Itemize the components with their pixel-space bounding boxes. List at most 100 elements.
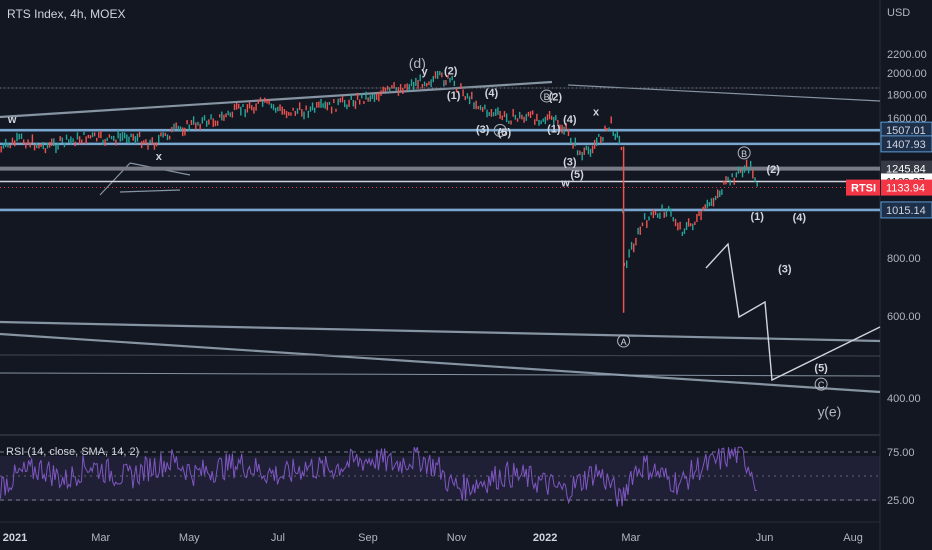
candle (305, 105, 307, 111)
candle (367, 97, 369, 102)
candle (689, 223, 692, 227)
candle (223, 114, 225, 121)
candle (162, 132, 164, 138)
candle (441, 72, 443, 78)
candle (536, 113, 538, 122)
candle (36, 142, 38, 149)
candle (244, 109, 246, 118)
candle (408, 84, 411, 92)
candle (208, 119, 210, 125)
candle (657, 213, 659, 218)
candle (0, 146, 2, 153)
candle (402, 87, 404, 95)
candle (279, 104, 281, 112)
candle (354, 100, 357, 109)
candle (557, 119, 559, 124)
candle (661, 204, 663, 211)
candle (477, 106, 480, 110)
candle (432, 75, 434, 83)
candle (683, 228, 686, 234)
candle (221, 111, 223, 121)
x-tick-label: May (179, 532, 200, 544)
candle (598, 133, 600, 137)
trendline (119, 189, 181, 193)
wave-label: A (497, 126, 503, 136)
candle (458, 91, 460, 95)
candle (121, 132, 124, 141)
candle (712, 197, 715, 207)
candle (251, 105, 253, 111)
wave-label: (3) (476, 124, 490, 136)
candle (620, 146, 623, 151)
candle (197, 121, 199, 126)
candle (399, 84, 402, 91)
candle (519, 111, 521, 119)
candle (572, 143, 574, 149)
rsi-tick-label: 25.00 (887, 495, 915, 507)
candle (231, 111, 234, 118)
candle (412, 81, 415, 91)
candle (102, 139, 104, 145)
candle (55, 144, 57, 154)
candle (182, 127, 184, 137)
candle (301, 109, 303, 117)
candle (466, 93, 469, 99)
rsi-title: RSI (14, close, SMA, 14, 2) (6, 446, 139, 458)
candle (404, 84, 406, 88)
candle (714, 195, 717, 201)
candle (451, 75, 453, 81)
x-tick-label: 2021 (3, 532, 27, 544)
candle (492, 112, 495, 117)
candle (339, 97, 342, 103)
candle (538, 119, 540, 126)
candle (614, 133, 616, 140)
candle (371, 94, 374, 99)
candle (423, 81, 426, 87)
candle (593, 139, 596, 149)
candle (419, 74, 421, 82)
candle (501, 115, 503, 121)
candle (190, 119, 193, 126)
wave-label: (4) (563, 114, 577, 126)
candle (527, 111, 530, 117)
candle (309, 106, 312, 112)
candle (484, 104, 486, 110)
candle (743, 165, 746, 173)
candle (85, 136, 87, 145)
candle (622, 208, 624, 214)
candle (602, 137, 604, 142)
candle (38, 144, 40, 149)
candle (574, 137, 577, 147)
candle (7, 142, 9, 148)
candle (281, 106, 283, 115)
candle (199, 123, 201, 131)
price-tag-label: 1407.93 (886, 139, 926, 151)
candle (415, 77, 417, 87)
candle (89, 135, 92, 139)
candle (670, 208, 672, 217)
wave-label: (1) (751, 211, 765, 223)
candle (706, 199, 708, 208)
candle (708, 202, 711, 207)
wave-label: (3) (563, 157, 577, 169)
candle (523, 116, 525, 123)
candle (225, 113, 227, 118)
candle (544, 116, 547, 125)
candle (128, 136, 130, 144)
candle (270, 103, 273, 109)
price-axis[interactable]: 2200.002000.001800.001600.00800.00600.00… (887, 49, 927, 405)
candle (104, 139, 106, 146)
candle (389, 87, 391, 91)
x-tick-label: Mar (621, 532, 640, 544)
candle (341, 96, 344, 103)
time-axis[interactable]: 2021 Mar May Jul Sep Nov 2022 Mar Jun Aug (3, 532, 863, 544)
x-tick-label: Sep (358, 532, 378, 544)
candle (195, 122, 197, 130)
price-tag-label: 1015.14 (886, 205, 926, 217)
candle (737, 166, 740, 174)
candle (233, 104, 236, 111)
wave-label: y (818, 403, 825, 419)
candle (453, 80, 456, 87)
candle (428, 81, 430, 86)
